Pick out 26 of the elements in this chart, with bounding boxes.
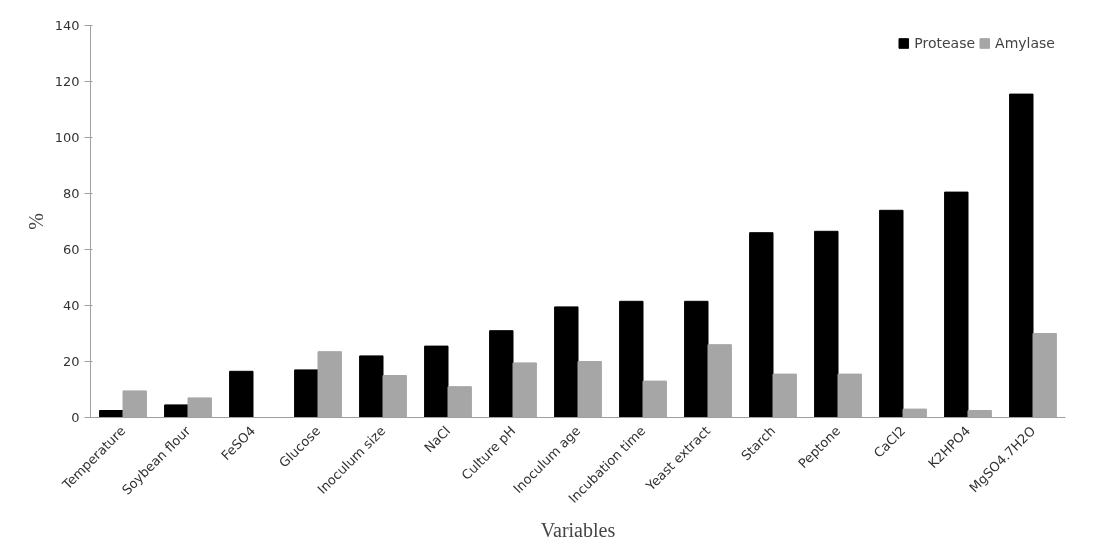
legend-label: Protease [914,35,976,51]
bar [164,404,189,418]
bar [229,370,254,418]
x-axis-title: Variables [540,519,616,542]
bar [554,306,579,418]
bar [684,300,709,418]
bar [749,232,774,418]
y-tick-label: 0 [71,410,80,425]
y-tick-label: 60 [62,242,80,257]
y-tick-label: 100 [54,130,80,145]
bar [294,369,319,418]
bar [489,330,514,418]
bar [879,209,904,418]
bar [619,300,644,418]
legend-label: Amylase [995,35,1055,51]
bar [944,191,969,418]
y-tick-label: 80 [62,186,80,201]
bar [424,345,449,418]
y-tick-label: 40 [62,298,80,313]
bar [359,355,384,418]
y-tick-label: 120 [54,74,80,89]
bar [1009,93,1034,418]
bar [814,230,839,418]
y-tick-label: 140 [54,18,80,33]
y-axis-title: % [24,213,47,230]
y-tick-label: 20 [62,354,80,369]
